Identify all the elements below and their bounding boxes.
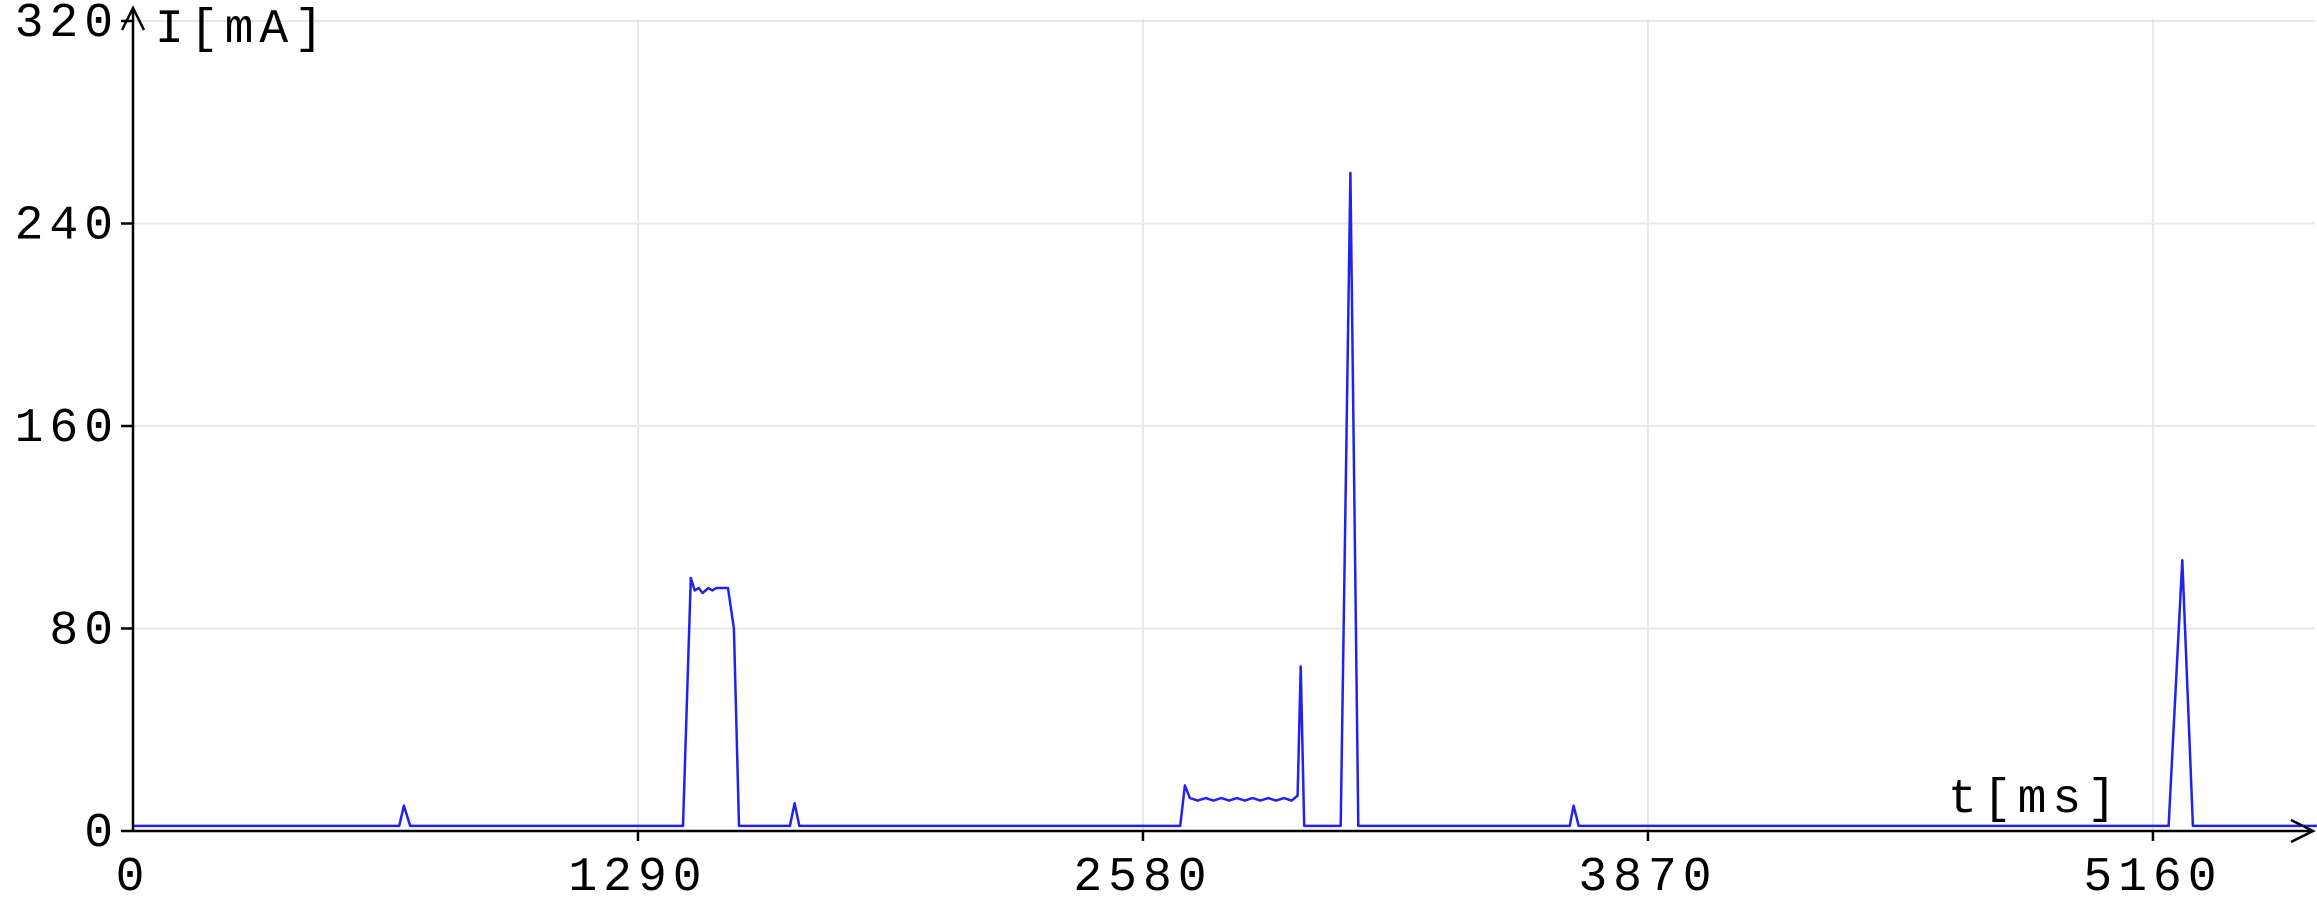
x-axis-label: t[ms] [1948,773,2122,827]
y-tick-label: 240 [15,200,119,254]
y-axis-label: I[mA] [155,3,329,57]
tick-labels: 0 80 160 240 320 0 1290 2580 3870 5160 [15,0,2222,901]
series-line [133,171,2317,828]
y-axis-arrow [120,5,146,31]
x-axis-arrow [2290,818,2316,844]
grid-lines [133,19,2315,831]
x-tick-label: 3870 [1578,851,1717,901]
y-tick-label: 320 [15,0,119,51]
series-layer [133,171,2317,828]
y-tick-label: 160 [15,402,119,456]
x-tick-label: 2580 [1073,851,1212,901]
x-tick-label: 1290 [568,851,707,901]
x-tick-label: 5160 [2083,851,2222,901]
x-tick-label: 0 [116,851,151,901]
y-tick-label: 80 [49,605,119,659]
y-tick-label: 0 [84,807,119,861]
axes [120,5,2316,844]
